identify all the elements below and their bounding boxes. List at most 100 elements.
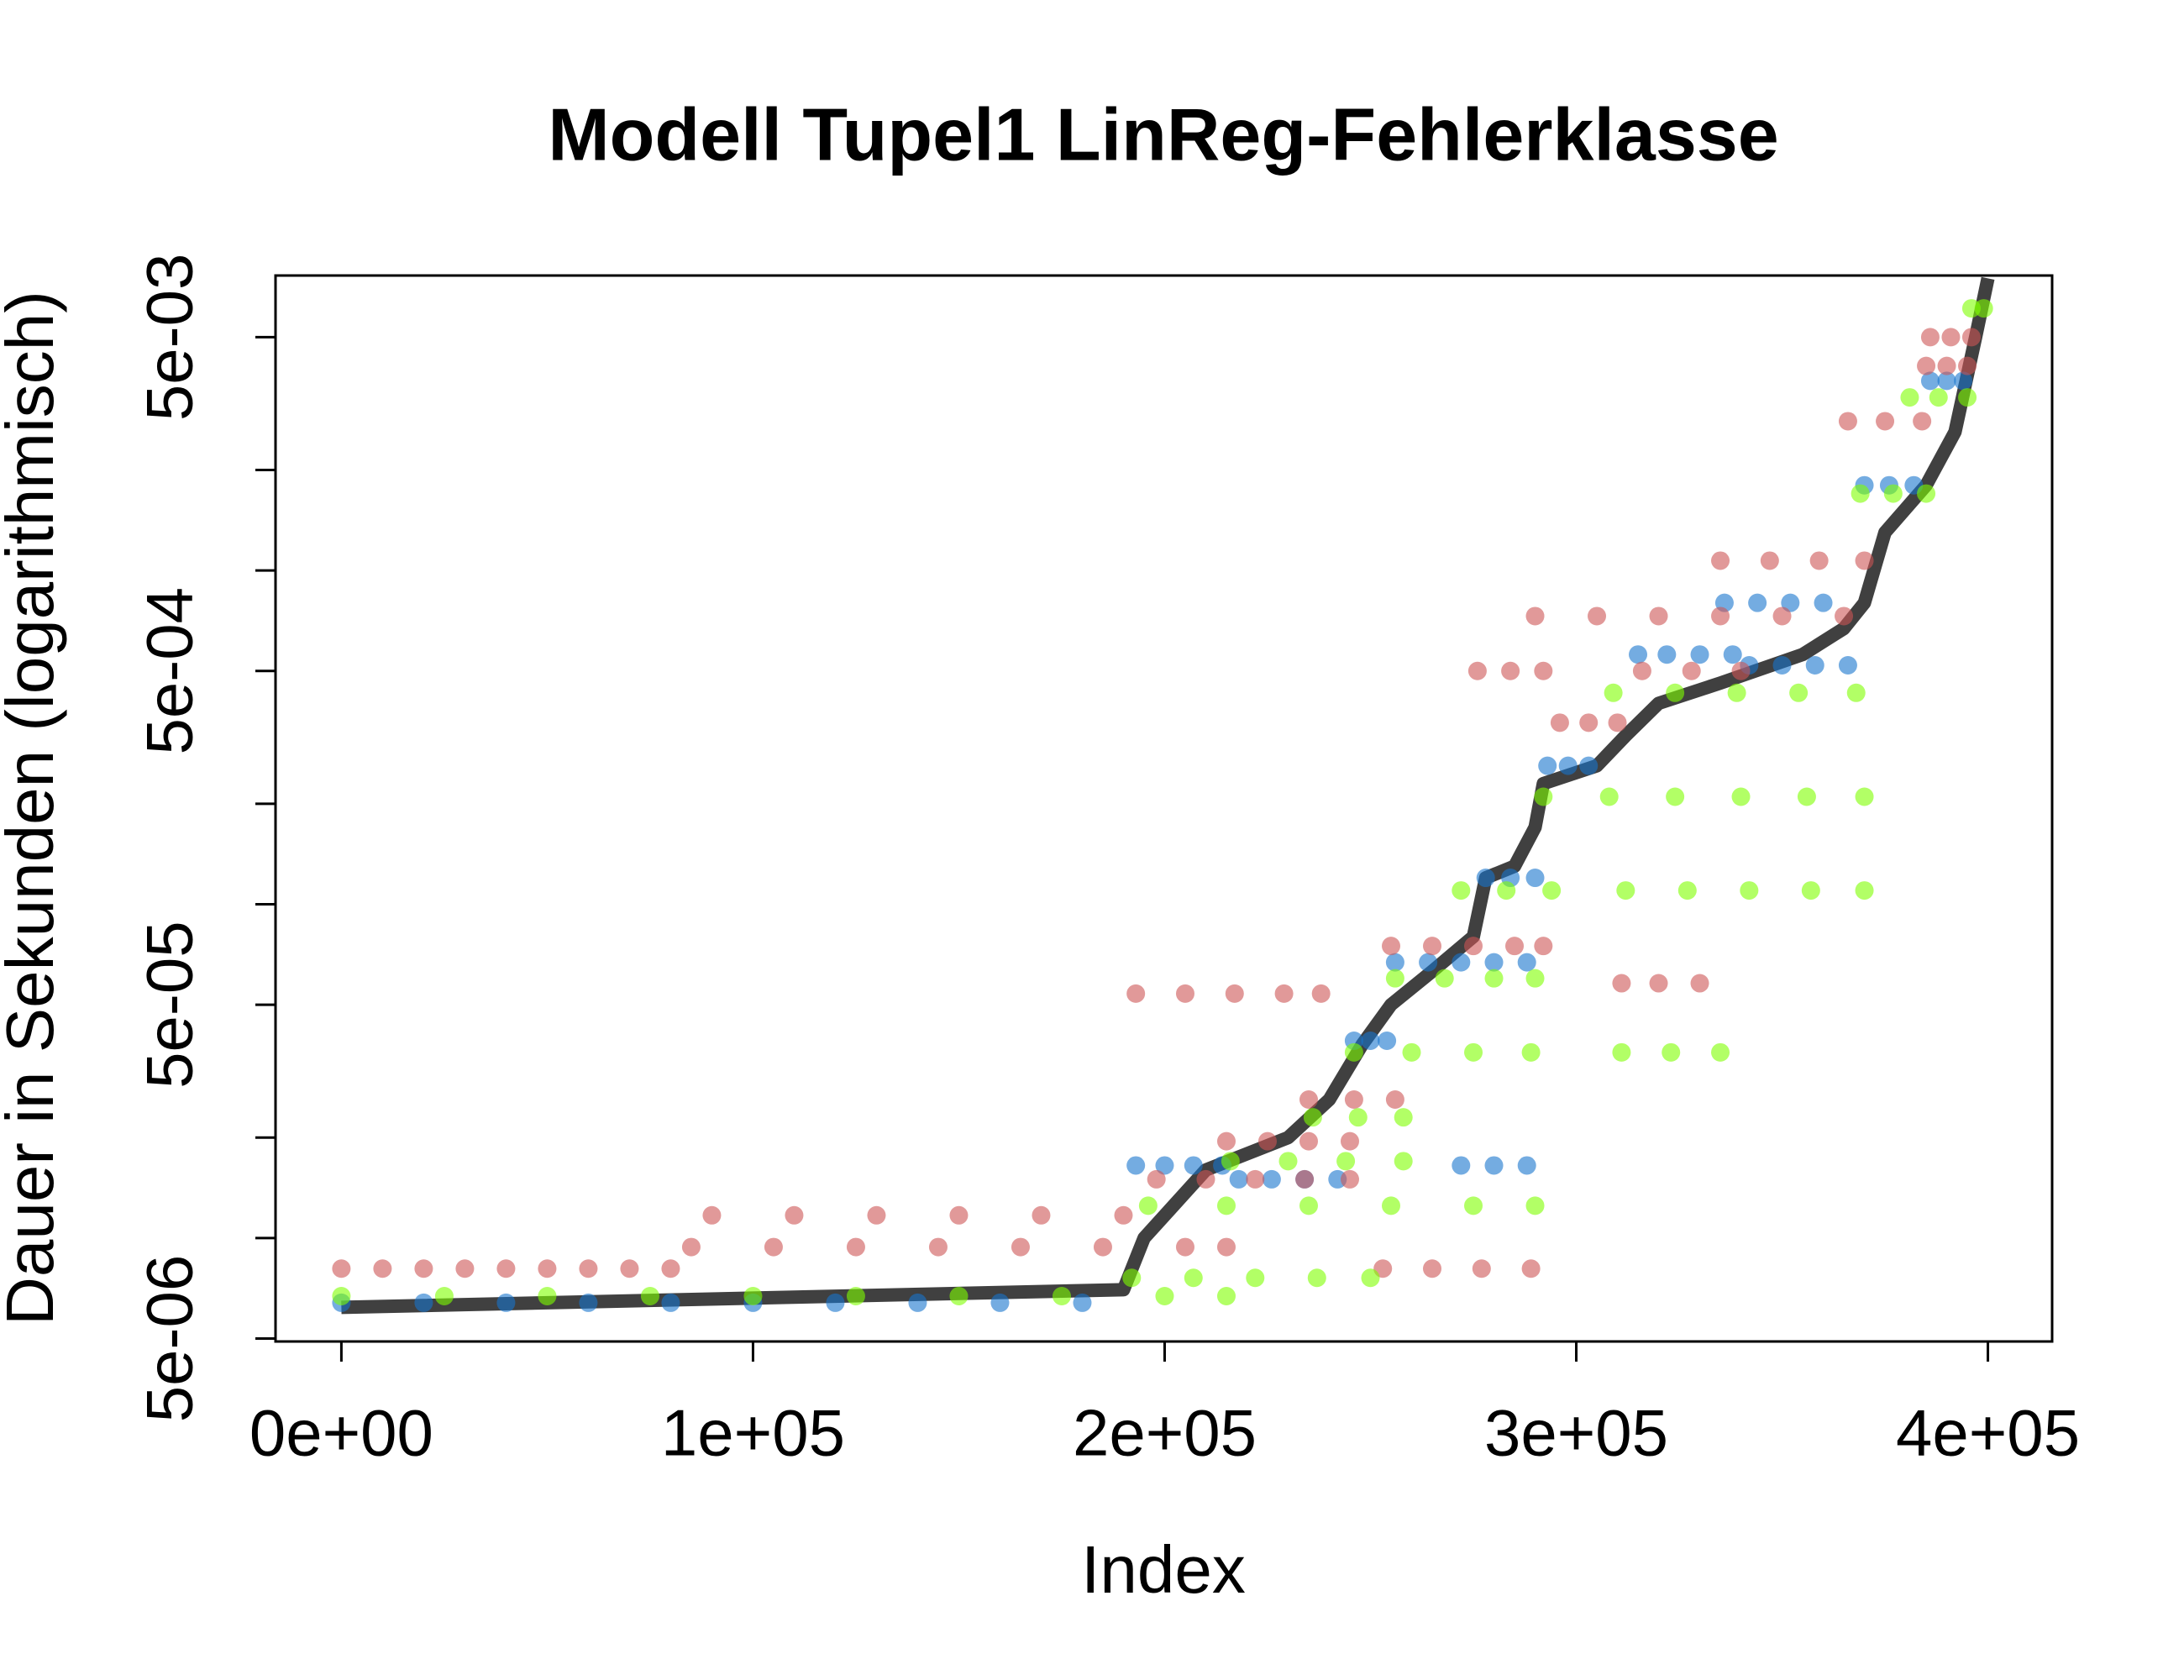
point	[1690, 645, 1709, 664]
point	[1666, 683, 1685, 702]
point	[1126, 1156, 1146, 1175]
point	[743, 1287, 763, 1306]
point	[414, 1293, 433, 1312]
point	[1257, 1131, 1277, 1151]
point	[1954, 371, 1973, 391]
point	[1525, 869, 1545, 888]
point	[1538, 756, 1557, 775]
point	[1184, 1268, 1203, 1288]
point	[1900, 388, 1919, 407]
point	[1649, 974, 1668, 993]
point	[1501, 661, 1520, 680]
point	[1781, 593, 1800, 612]
point	[620, 1259, 639, 1278]
point	[826, 1293, 845, 1312]
point	[1385, 1089, 1404, 1109]
point	[846, 1237, 865, 1257]
point	[1175, 984, 1194, 1003]
point	[1394, 1108, 1413, 1127]
y-tick-label: 5e-03	[133, 254, 207, 422]
point	[1299, 1131, 1318, 1151]
point	[1682, 661, 1701, 680]
point	[1299, 1196, 1318, 1215]
point	[640, 1287, 659, 1306]
chart-title: Modell Tupel1 LinReg-Fehlerklasse	[548, 92, 1778, 176]
point	[1616, 881, 1635, 900]
point	[538, 1259, 557, 1278]
point	[1385, 953, 1404, 972]
point	[496, 1293, 516, 1312]
point	[1423, 1259, 1442, 1278]
point	[1855, 551, 1874, 570]
point	[1809, 551, 1829, 570]
point	[1361, 1268, 1380, 1288]
point	[1464, 1196, 1483, 1215]
point	[1402, 1042, 1421, 1062]
point	[1748, 593, 1767, 612]
point	[1917, 356, 1936, 375]
point	[1114, 1205, 1133, 1225]
point	[1011, 1237, 1030, 1257]
point	[661, 1259, 680, 1278]
point	[1225, 984, 1244, 1003]
point	[1550, 713, 1569, 732]
point	[1789, 683, 1809, 702]
point	[1093, 1237, 1112, 1257]
point	[1073, 1293, 1092, 1312]
y-tick-label: 5e-04	[133, 587, 207, 755]
point	[867, 1205, 886, 1225]
point	[1052, 1287, 1071, 1306]
point	[1521, 1042, 1541, 1062]
point	[1348, 1108, 1368, 1127]
point	[1307, 1268, 1326, 1288]
point	[1579, 713, 1599, 732]
point	[1452, 1156, 1471, 1175]
point	[1608, 713, 1627, 732]
point	[1196, 1169, 1215, 1189]
point	[1452, 953, 1471, 972]
point	[1155, 1156, 1174, 1175]
point	[1216, 1131, 1236, 1151]
point	[1649, 606, 1668, 626]
point	[1657, 645, 1677, 664]
point	[1838, 412, 1857, 431]
point	[1579, 756, 1599, 775]
point	[1801, 881, 1820, 900]
point	[1727, 683, 1746, 702]
point	[1677, 881, 1697, 900]
point	[1517, 1156, 1536, 1175]
point	[1797, 787, 1816, 806]
point	[1772, 606, 1792, 626]
x-tick-label: 3e+05	[1484, 1396, 1668, 1470]
point	[332, 1259, 351, 1278]
point	[373, 1259, 392, 1278]
point	[1974, 299, 1993, 318]
point	[1629, 645, 1648, 664]
point	[1690, 974, 1709, 993]
point	[1126, 984, 1146, 1003]
point	[1937, 371, 1956, 391]
point	[1920, 328, 1940, 347]
point	[1385, 969, 1404, 988]
point	[1122, 1268, 1142, 1288]
point	[764, 1237, 783, 1257]
point	[1336, 1152, 1356, 1171]
plot-frame	[274, 274, 2054, 1343]
point	[1525, 606, 1545, 626]
point	[908, 1293, 927, 1312]
point	[1484, 969, 1504, 988]
point	[1278, 1152, 1298, 1171]
point	[1517, 953, 1536, 972]
point	[1419, 953, 1438, 972]
point	[1394, 1152, 1413, 1171]
point	[1534, 937, 1553, 956]
point	[1472, 1259, 1491, 1278]
point	[1423, 937, 1442, 956]
point	[1484, 1156, 1504, 1175]
point	[1588, 606, 1607, 626]
y-axis-title: Dauer in Sekunden (logarithmisch)	[0, 291, 67, 1326]
point	[661, 1293, 680, 1312]
point	[785, 1205, 804, 1225]
point	[455, 1259, 475, 1278]
